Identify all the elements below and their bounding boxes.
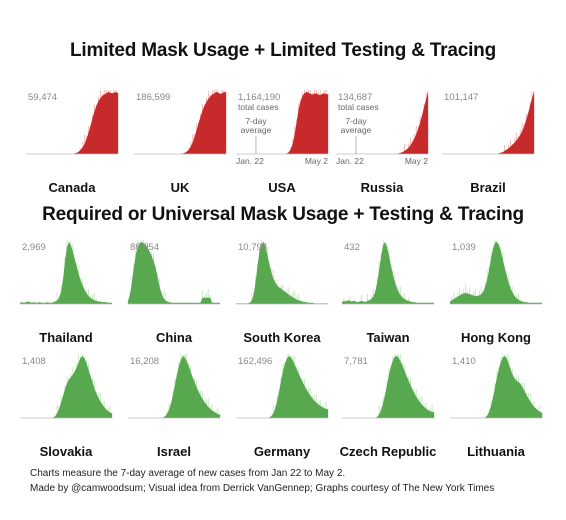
date-start-label: Jan. 22 xyxy=(236,156,264,166)
area-germany xyxy=(236,356,328,418)
country-label: Slovakia xyxy=(39,444,93,459)
area-slovakia xyxy=(20,356,112,418)
country-label: UK xyxy=(170,180,190,195)
date-end-label: May 2 xyxy=(405,156,428,166)
chart-czech-republic: 7,781 Czech Republic xyxy=(338,352,438,462)
peak-label: 2,969 xyxy=(22,242,46,253)
country-label: Germany xyxy=(253,444,311,459)
peak-label: 88,954 xyxy=(130,242,159,253)
average-label: 7-day xyxy=(245,116,267,126)
country-label: South Korea xyxy=(243,330,321,345)
area-usa xyxy=(236,92,328,154)
date-end-label: May 2 xyxy=(305,156,328,166)
area-czech-republic xyxy=(342,356,434,418)
title-green-row: Required or Universal Mask Usage + Testi… xyxy=(42,204,524,225)
chart-svg-china: 88,954 xyxy=(127,240,220,305)
chart-taiwan: 432 Taiwan xyxy=(338,238,438,348)
chart-usa: 1,164,190 total cases 7-day average Jan. 22 M… xyxy=(232,88,332,198)
country-label: Israel xyxy=(157,444,191,459)
chart-china: 88,954 China xyxy=(124,238,224,348)
country-label: USA xyxy=(268,180,296,195)
peak-label: 162,496 xyxy=(238,356,272,367)
footnote-line-2: Made by @camwoodsum; Visual idea from De… xyxy=(30,483,495,494)
chart-svg-taiwan: 432 xyxy=(342,240,434,305)
chart-svg-czech-republic: 7,781 xyxy=(342,354,435,419)
area-russia xyxy=(336,92,428,154)
peak-label: 10,793 xyxy=(238,242,267,253)
chart-svg-germany: 162,496 xyxy=(236,354,329,419)
peak-label: 59,474 xyxy=(28,92,57,103)
area-taiwan xyxy=(342,242,434,304)
peak-label: 7,781 xyxy=(344,356,368,367)
area-canada xyxy=(26,92,118,154)
country-label: Canada xyxy=(48,180,96,195)
country-label: China xyxy=(155,330,193,345)
chart-svg-south-korea: 10,793 xyxy=(236,240,328,305)
chart-russia: 134,687 total cases 7-day average Jan. 22 May… xyxy=(332,88,432,198)
country-label: Lithuania xyxy=(467,444,525,459)
chart-svg-lithuania: 1,410 xyxy=(450,354,543,419)
country-label: Hong Kong xyxy=(460,330,532,345)
chart-germany: 162,496 Germany xyxy=(232,352,332,462)
chart-svg-brazil: 101,147 xyxy=(442,91,535,155)
total-cases-label: total cases xyxy=(338,102,379,112)
peak-label: 134,687 xyxy=(338,92,372,103)
area-israel xyxy=(128,356,220,418)
area-china xyxy=(128,242,220,304)
chart-hong-kong: 1,039 Hong Kong xyxy=(446,238,546,348)
average-label: average xyxy=(341,125,372,135)
chart-lithuania: 1,410 Lithuania xyxy=(446,352,546,462)
country-label: Czech Republic xyxy=(339,444,437,459)
area-thailand xyxy=(20,242,112,304)
total-cases-label: total cases xyxy=(238,102,279,112)
average-label: 7-day xyxy=(345,116,367,126)
area-south-korea xyxy=(236,242,328,304)
chart-svg-canada: 59,474 xyxy=(26,90,119,155)
area-hong-kong xyxy=(450,242,542,304)
country-label: Russia xyxy=(360,180,404,195)
peak-label: 1,408 xyxy=(22,356,46,367)
country-label: Brazil xyxy=(470,180,506,195)
chart-svg-uk: 186,599 xyxy=(134,90,227,155)
country-label: Taiwan xyxy=(366,330,410,345)
chart-svg-thailand: 2,969 xyxy=(20,240,112,305)
area-lithuania xyxy=(450,356,542,418)
area-brazil xyxy=(442,92,534,154)
chart-svg-slovakia: 1,408 xyxy=(20,354,113,419)
chart-thailand: 2,969 Thailand xyxy=(16,238,116,348)
peak-label: 16,208 xyxy=(130,356,159,367)
peak-label: 432 xyxy=(344,242,360,253)
chart-brazil: 101,147 Brazil xyxy=(438,88,538,198)
footnote-line-1: Charts measure the 7-day average of new … xyxy=(30,468,346,479)
chart-slovakia: 1,408 Slovakia xyxy=(16,352,116,462)
peak-label: 101,147 xyxy=(444,92,478,103)
country-label: Thailand xyxy=(39,330,93,345)
peak-label: 1,164,190 xyxy=(238,92,280,103)
title-red-row: Limited Mask Usage + Limited Testing & T… xyxy=(70,40,496,61)
average-label: average xyxy=(241,125,272,135)
chart-south-korea: 10,793 South Korea xyxy=(232,238,332,348)
chart-israel: 16,208 Israel xyxy=(124,352,224,462)
chart-uk: 186,599 UK xyxy=(130,88,230,198)
peak-label: 186,599 xyxy=(136,92,170,103)
peak-label: 1,039 xyxy=(452,242,476,253)
date-start-label: Jan. 22 xyxy=(336,156,364,166)
peak-label: 1,410 xyxy=(452,356,476,367)
chart-svg-israel: 16,208 xyxy=(128,354,221,419)
chart-canada: 59,474 Canada xyxy=(22,88,122,198)
chart-svg-hong-kong: 1,039 xyxy=(450,240,542,305)
area-uk xyxy=(134,92,226,154)
